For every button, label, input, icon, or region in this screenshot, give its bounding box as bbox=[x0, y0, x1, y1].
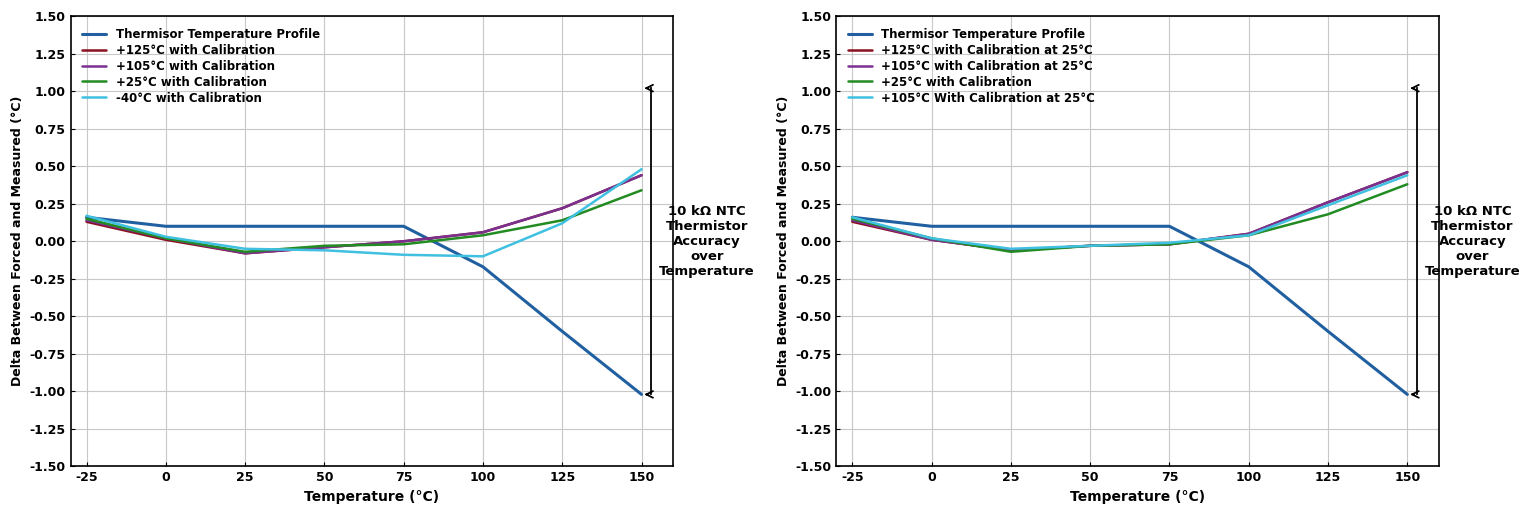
-40°C with Calibration bbox=[632, 166, 650, 173]
Y-axis label: Delta Between Forced and Measured (°C): Delta Between Forced and Measured (°C) bbox=[777, 96, 789, 386]
Thermisor Temperature Profile bbox=[553, 328, 572, 334]
+105°C with Calibration at 25°C bbox=[1398, 169, 1416, 175]
+105°C With Calibration at 25°C bbox=[1240, 232, 1259, 238]
+105°C With Calibration at 25°C bbox=[923, 235, 941, 242]
Thermisor Temperature Profile bbox=[1398, 391, 1416, 398]
+105°C With Calibration at 25°C bbox=[1160, 239, 1179, 246]
Thermisor Temperature Profile bbox=[236, 223, 254, 229]
+25°C with Calibration bbox=[632, 187, 650, 193]
+25°C with Calibration bbox=[394, 241, 412, 247]
+25°C with Calibration bbox=[843, 216, 862, 222]
X-axis label: Temperature (°C): Temperature (°C) bbox=[1070, 490, 1205, 504]
+125°C with Calibration at 25°C bbox=[1081, 243, 1099, 249]
+105°C With Calibration at 25°C bbox=[1081, 243, 1099, 249]
+105°C with Calibration at 25°C bbox=[1001, 247, 1019, 253]
Line: Thermisor Temperature Profile: Thermisor Temperature Profile bbox=[86, 217, 641, 394]
Text: 10 kΩ NTC
Thermistor
Accuracy
over
Temperature: 10 kΩ NTC Thermistor Accuracy over Tempe… bbox=[1424, 205, 1521, 278]
+105°C with Calibration at 25°C bbox=[1081, 243, 1099, 249]
+25°C with Calibration bbox=[236, 249, 254, 255]
+25°C with Calibration bbox=[316, 243, 334, 249]
+25°C with Calibration bbox=[1160, 241, 1179, 247]
-40°C with Calibration bbox=[474, 253, 492, 260]
Thermisor Temperature Profile bbox=[1160, 223, 1179, 229]
+25°C with Calibration bbox=[1081, 243, 1099, 249]
+125°C with Calibration bbox=[236, 250, 254, 256]
+105°C with Calibration at 25°C bbox=[1240, 231, 1259, 237]
Line: +25°C with Calibration: +25°C with Calibration bbox=[852, 184, 1407, 252]
-40°C with Calibration bbox=[553, 220, 572, 227]
+125°C with Calibration at 25°C bbox=[1160, 241, 1179, 247]
+25°C with Calibration bbox=[553, 217, 572, 224]
Thermisor Temperature Profile bbox=[1318, 328, 1337, 334]
+105°C with Calibration at 25°C bbox=[1160, 241, 1179, 247]
Y-axis label: Delta Between Forced and Measured (°C): Delta Between Forced and Measured (°C) bbox=[11, 96, 25, 386]
Thermisor Temperature Profile bbox=[1240, 264, 1259, 270]
+125°C with Calibration bbox=[474, 229, 492, 235]
+25°C with Calibration bbox=[77, 216, 95, 222]
+25°C with Calibration bbox=[1001, 249, 1019, 255]
Line: +125°C with Calibration at 25°C: +125°C with Calibration at 25°C bbox=[852, 172, 1407, 250]
Thermisor Temperature Profile bbox=[1001, 223, 1019, 229]
Text: 10 kΩ NTC
Thermistor
Accuracy
over
Temperature: 10 kΩ NTC Thermistor Accuracy over Tempe… bbox=[659, 205, 754, 278]
+125°C with Calibration bbox=[632, 172, 650, 178]
+125°C with Calibration bbox=[156, 237, 175, 243]
+25°C with Calibration bbox=[923, 235, 941, 242]
+105°C With Calibration at 25°C bbox=[1318, 202, 1337, 209]
Line: +105°C with Calibration at 25°C: +105°C with Calibration at 25°C bbox=[852, 172, 1407, 250]
+105°C with Calibration bbox=[77, 217, 95, 224]
+105°C with Calibration bbox=[156, 235, 175, 242]
+105°C with Calibration at 25°C bbox=[843, 217, 862, 224]
Line: Thermisor Temperature Profile: Thermisor Temperature Profile bbox=[852, 217, 1407, 394]
Legend: Thermisor Temperature Profile, +125°C with Calibration at 25°C, +105°C with Cali: Thermisor Temperature Profile, +125°C wi… bbox=[842, 22, 1101, 111]
+25°C with Calibration bbox=[1240, 232, 1259, 238]
-40°C with Calibration bbox=[77, 213, 95, 219]
+125°C with Calibration at 25°C bbox=[1318, 199, 1337, 205]
+105°C with Calibration bbox=[632, 172, 650, 178]
Thermisor Temperature Profile bbox=[1081, 223, 1099, 229]
Thermisor Temperature Profile bbox=[923, 223, 941, 229]
+105°C with Calibration bbox=[236, 250, 254, 256]
-40°C with Calibration bbox=[156, 234, 175, 240]
+125°C with Calibration bbox=[77, 219, 95, 225]
+25°C with Calibration bbox=[156, 235, 175, 242]
Thermisor Temperature Profile bbox=[156, 223, 175, 229]
X-axis label: Temperature (°C): Temperature (°C) bbox=[305, 490, 440, 504]
+125°C with Calibration bbox=[394, 238, 412, 245]
+105°C With Calibration at 25°C bbox=[1398, 172, 1416, 178]
Thermisor Temperature Profile bbox=[394, 223, 412, 229]
+125°C with Calibration at 25°C bbox=[1001, 247, 1019, 253]
+125°C with Calibration bbox=[316, 244, 334, 250]
Thermisor Temperature Profile bbox=[474, 264, 492, 270]
+25°C with Calibration bbox=[1398, 181, 1416, 187]
+105°C With Calibration at 25°C bbox=[843, 214, 862, 220]
+125°C with Calibration at 25°C bbox=[843, 219, 862, 225]
Line: +105°C with Calibration: +105°C with Calibration bbox=[86, 175, 641, 253]
+125°C with Calibration at 25°C bbox=[923, 237, 941, 243]
Line: -40°C with Calibration: -40°C with Calibration bbox=[86, 169, 641, 256]
+25°C with Calibration bbox=[1318, 211, 1337, 217]
+105°C With Calibration at 25°C bbox=[1001, 246, 1019, 252]
+105°C with Calibration bbox=[316, 244, 334, 250]
+105°C with Calibration at 25°C bbox=[1318, 199, 1337, 205]
Line: +25°C with Calibration: +25°C with Calibration bbox=[86, 190, 641, 252]
Thermisor Temperature Profile bbox=[77, 214, 95, 220]
+125°C with Calibration at 25°C bbox=[1398, 169, 1416, 175]
Line: +125°C with Calibration: +125°C with Calibration bbox=[86, 175, 641, 253]
+105°C with Calibration bbox=[474, 229, 492, 235]
-40°C with Calibration bbox=[236, 246, 254, 252]
+125°C with Calibration at 25°C bbox=[1240, 231, 1259, 237]
Legend: Thermisor Temperature Profile, +125°C with Calibration, +105°C with Calibration,: Thermisor Temperature Profile, +125°C wi… bbox=[77, 22, 325, 111]
Thermisor Temperature Profile bbox=[632, 391, 650, 398]
Thermisor Temperature Profile bbox=[843, 214, 862, 220]
+105°C with Calibration bbox=[553, 205, 572, 211]
+125°C with Calibration bbox=[553, 205, 572, 211]
+25°C with Calibration bbox=[474, 232, 492, 238]
Line: +105°C With Calibration at 25°C: +105°C With Calibration at 25°C bbox=[852, 175, 1407, 249]
+105°C with Calibration at 25°C bbox=[923, 237, 941, 243]
+105°C with Calibration bbox=[394, 238, 412, 245]
-40°C with Calibration bbox=[394, 252, 412, 258]
Thermisor Temperature Profile bbox=[316, 223, 334, 229]
-40°C with Calibration bbox=[316, 247, 334, 253]
